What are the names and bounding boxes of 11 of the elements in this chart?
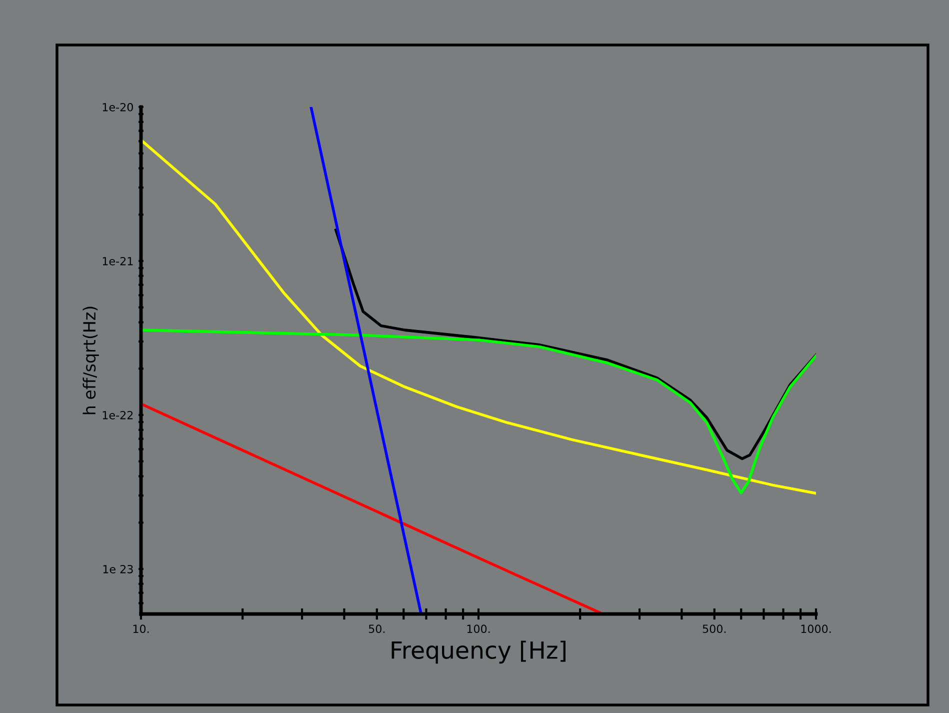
x-axis-title: Frequency [Hz]: [392, 640, 566, 664]
x-tick-label: 50.: [368, 624, 385, 634]
x-tick-label: 10.: [133, 624, 149, 634]
y-axis-title: h eff/sqrt(Hz): [82, 306, 99, 414]
y-tick-label: 1e-20: [102, 102, 133, 112]
x-tick-label: 1000.: [801, 624, 831, 634]
x-tick-label: 100.: [467, 624, 490, 634]
y-tick-label: 1e-21: [102, 256, 133, 266]
x-tick-label: 500.: [702, 624, 726, 634]
y-tick-label: 1e-22: [102, 410, 133, 420]
y-tick-label: 1e 23: [103, 564, 133, 574]
